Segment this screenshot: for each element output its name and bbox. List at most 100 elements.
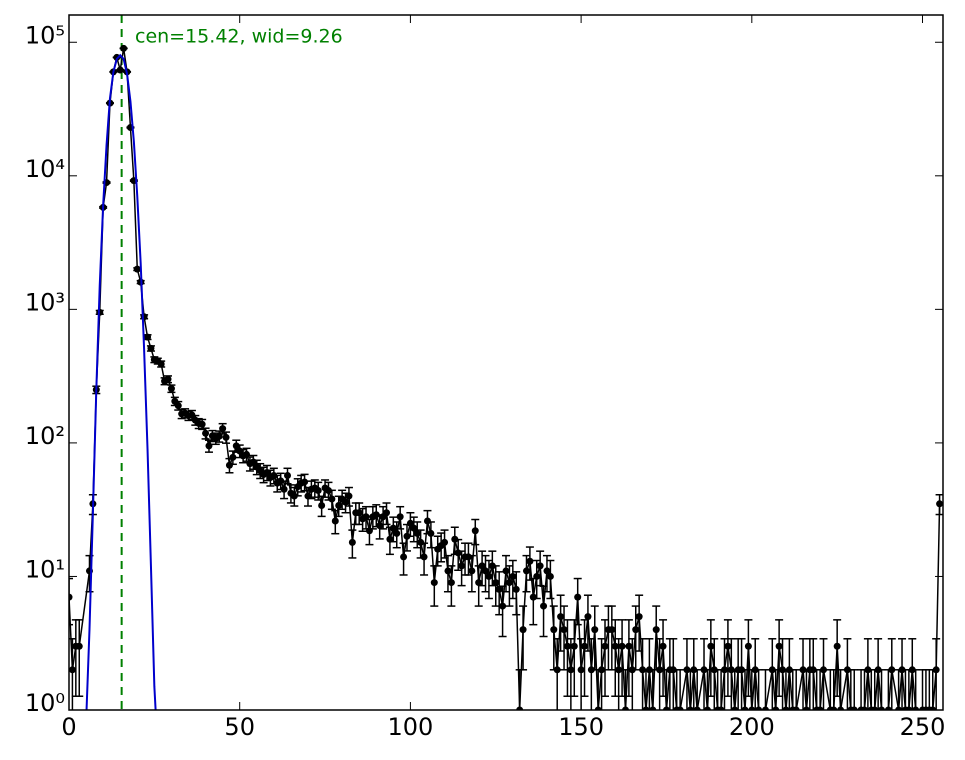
- data-point: [219, 425, 227, 433]
- data-point: [376, 522, 384, 530]
- data-point: [475, 579, 483, 587]
- x-tick-label: 0: [61, 713, 76, 741]
- data-point: [721, 666, 728, 674]
- data-point: [140, 313, 148, 321]
- data-point: [932, 666, 940, 674]
- data-point: [69, 666, 76, 674]
- data-point: [563, 642, 571, 650]
- data-point: [284, 472, 291, 480]
- x-tick-label: 250: [900, 713, 946, 741]
- axes-frame: [68, 14, 944, 711]
- data-point: [410, 524, 418, 532]
- data-point: [567, 666, 575, 674]
- data-point: [540, 602, 548, 610]
- data-point: [430, 579, 438, 587]
- data-point: [577, 666, 585, 674]
- data-point: [553, 666, 561, 674]
- data-point: [707, 642, 715, 650]
- data-point: [526, 557, 534, 565]
- data-point: [519, 626, 527, 634]
- data-point: [543, 567, 551, 575]
- data-point: [417, 538, 425, 546]
- data-point: [69, 593, 73, 601]
- data-point: [686, 706, 694, 710]
- y-tick-label: 10⁰: [25, 689, 65, 717]
- data-point: [222, 433, 230, 441]
- data-point: [591, 626, 599, 634]
- data-point: [594, 706, 602, 710]
- data-point: [413, 529, 421, 537]
- data-point: [120, 44, 128, 52]
- data-point: [304, 492, 312, 500]
- data-point: [816, 706, 824, 710]
- data-point: [761, 706, 769, 710]
- data-point: [802, 706, 810, 710]
- data-point: [731, 706, 739, 710]
- data-point: [345, 492, 353, 500]
- data-point: [167, 385, 175, 393]
- data-point: [820, 666, 828, 674]
- data-point: [888, 666, 896, 674]
- data-point: [522, 567, 530, 575]
- data-point: [632, 626, 640, 634]
- data-point: [225, 461, 233, 469]
- data-point: [147, 344, 155, 352]
- data-point: [232, 442, 240, 450]
- data-point: [427, 529, 435, 537]
- data-point: [420, 553, 428, 561]
- x-tick-label: 100: [388, 713, 434, 741]
- data-point: [389, 524, 397, 532]
- data-point: [423, 517, 431, 525]
- data-point: [468, 567, 476, 575]
- data-point: [280, 485, 288, 493]
- data-point: [601, 642, 609, 650]
- data-point: [144, 333, 152, 341]
- data-point: [724, 642, 732, 650]
- annotation: cen=15.42, wid=9.26: [135, 26, 343, 48]
- data-point: [741, 706, 749, 710]
- data-point: [509, 572, 517, 580]
- data-point: [383, 509, 391, 517]
- data-point: [301, 478, 309, 486]
- data-point: [755, 706, 763, 710]
- data-point: [478, 562, 486, 570]
- data-point: [581, 642, 589, 650]
- data-point: [355, 509, 363, 517]
- data-point: [198, 420, 206, 428]
- data-point: [205, 442, 213, 450]
- y-tick-label: 10³: [25, 288, 65, 316]
- data-point: [557, 613, 565, 621]
- plot-area: [69, 15, 943, 710]
- data-point: [837, 706, 845, 710]
- y-tick-label: 10⁵: [25, 21, 65, 49]
- data-point: [574, 593, 582, 601]
- data-point: [362, 513, 370, 521]
- data-point: [536, 562, 544, 570]
- data-point: [642, 706, 650, 710]
- data-point: [744, 642, 752, 650]
- data-point: [471, 527, 479, 535]
- data-point: [529, 593, 537, 601]
- data-point: [342, 498, 350, 506]
- data-point: [464, 553, 472, 561]
- data-point: [499, 602, 507, 610]
- data-point: [75, 642, 83, 650]
- data-point: [936, 500, 943, 508]
- fit-line: [85, 53, 157, 710]
- data-point: [860, 706, 868, 710]
- data-point: [492, 579, 500, 587]
- data-point: [929, 706, 937, 710]
- data-point: [164, 375, 172, 383]
- data-point: [243, 450, 251, 458]
- data-point: [174, 402, 182, 410]
- data-point: [157, 360, 165, 368]
- data-point: [116, 66, 124, 74]
- data-point: [393, 529, 401, 537]
- data-point: [447, 579, 455, 587]
- data-point: [608, 626, 616, 634]
- y-tick-label: 10²: [25, 422, 65, 450]
- data-point: [133, 265, 141, 273]
- data-point: [396, 513, 404, 521]
- data-point: [649, 706, 657, 710]
